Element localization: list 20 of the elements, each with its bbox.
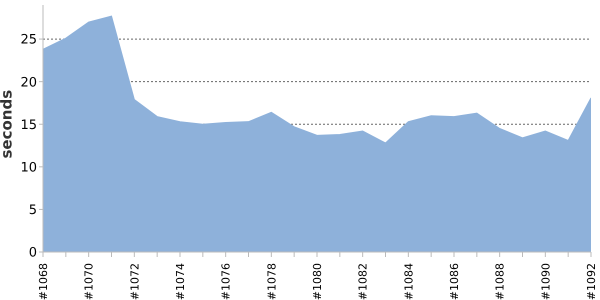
x-tick-label: #1078 bbox=[265, 263, 278, 300]
x-tick-label: #1090 bbox=[539, 263, 552, 300]
y-tick-label: 10 bbox=[20, 160, 37, 176]
x-tick-label: #1070 bbox=[82, 263, 96, 300]
y-tick-label: 5 bbox=[28, 203, 37, 218]
x-tick-label: #1084 bbox=[402, 263, 416, 300]
x-tick-label: #1074 bbox=[174, 263, 187, 300]
x-tick-label: #1072 bbox=[128, 263, 142, 300]
x-tick-label: #1088 bbox=[494, 263, 507, 300]
y-tick-label: 0 bbox=[28, 246, 37, 261]
y-tick-label: 25 bbox=[20, 32, 37, 48]
x-tick-label: #1082 bbox=[356, 263, 370, 300]
y-tick-label: 20 bbox=[20, 75, 37, 90]
x-tick-label: #1080 bbox=[311, 263, 324, 300]
y-tick-label: 15 bbox=[20, 118, 37, 133]
x-tick-label: #1068 bbox=[37, 263, 50, 300]
y-axis-title: seconds bbox=[0, 90, 16, 158]
x-tick-label: #1092 bbox=[585, 263, 598, 300]
x-tick-label: #1086 bbox=[448, 263, 461, 300]
x-tick-label: #1076 bbox=[220, 263, 233, 300]
